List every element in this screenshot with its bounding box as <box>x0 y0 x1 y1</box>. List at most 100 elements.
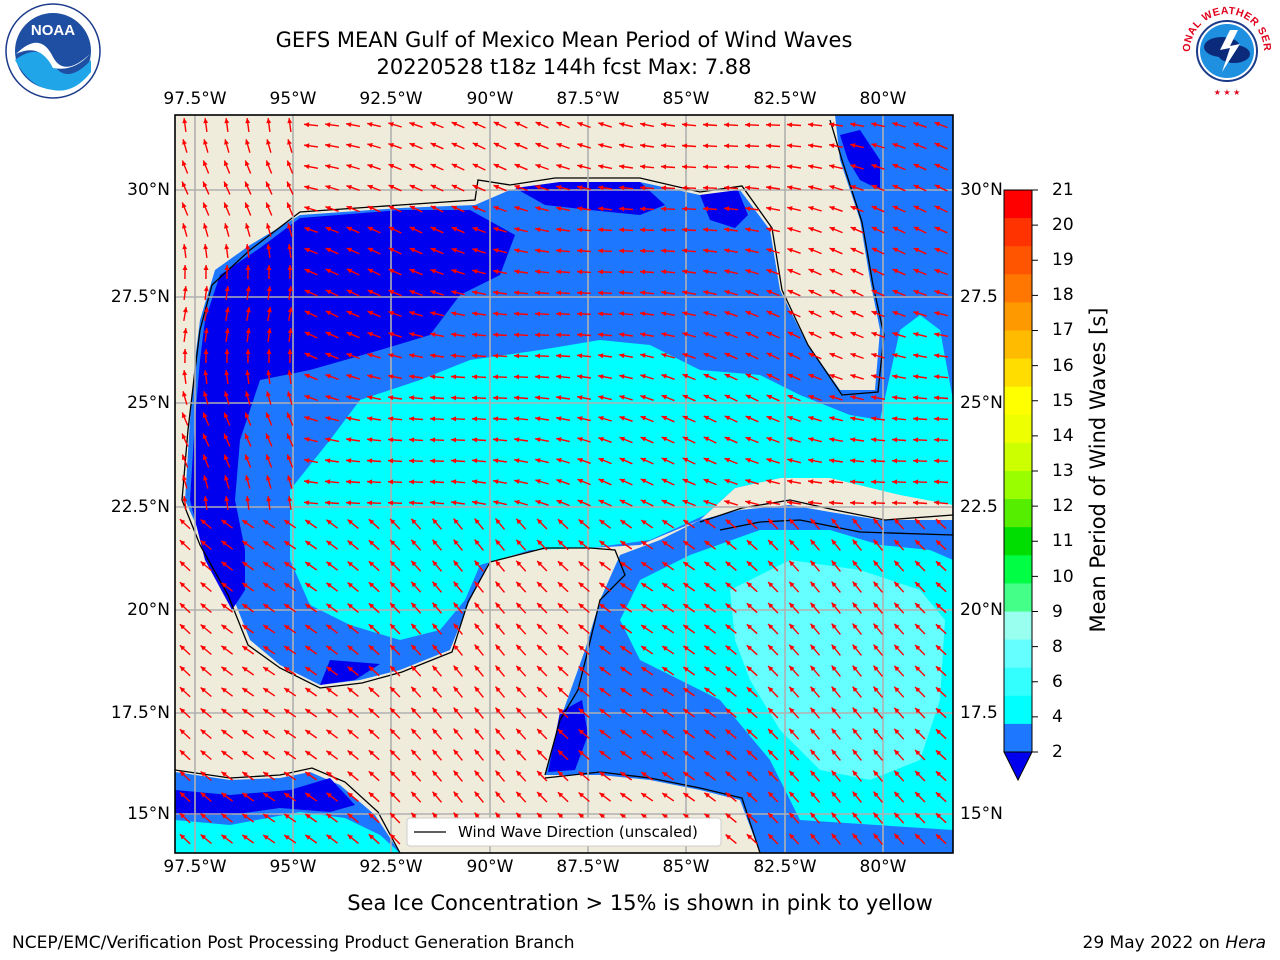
wind-wave-arrowhead <box>724 206 730 212</box>
wind-wave-arrowhead <box>829 289 836 295</box>
wind-wave-arrowhead <box>852 644 858 650</box>
wind-wave-arrowhead <box>831 518 837 524</box>
wind-wave-arrowhead <box>683 793 689 798</box>
wind-wave-arrowhead <box>263 835 269 840</box>
wind-wave-arrowhead <box>640 395 646 400</box>
wind-wave-arrowhead <box>619 206 625 212</box>
wind-wave-arrowhead <box>474 560 480 566</box>
wind-wave-arrowhead <box>745 479 751 484</box>
wind-wave-arrowhead <box>599 729 605 735</box>
wind-wave-arrowhead <box>535 206 541 211</box>
wind-wave-arrowhead <box>913 395 919 401</box>
wind-wave-arrowhead <box>245 475 250 481</box>
wind-wave-arrowhead <box>472 290 478 296</box>
wind-wave-arrowhead <box>577 143 583 148</box>
wind-wave-arrowhead <box>892 458 898 464</box>
wind-wave-arrowhead <box>683 814 689 819</box>
wind-wave-arrowhead <box>409 374 415 380</box>
wind-wave-arrowhead <box>913 479 919 485</box>
wind-wave-arrowhead <box>472 416 478 422</box>
wind-wave-arrowhead <box>409 395 415 401</box>
wind-wave-arrowhead <box>203 475 208 481</box>
wind-wave-arrowhead <box>388 332 394 337</box>
wind-wave-arrowhead <box>808 479 814 485</box>
wind-wave-arrowhead <box>704 687 710 693</box>
wind-wave-arrowhead <box>683 730 689 735</box>
wind-wave-arrowhead <box>892 311 898 316</box>
wind-wave-arrowhead <box>935 687 942 693</box>
wind-wave-arrowhead <box>432 749 438 756</box>
wind-wave-arrowhead <box>390 771 396 777</box>
wind-wave-arrowhead <box>829 331 836 337</box>
wind-wave-arrowhead <box>598 332 604 338</box>
wind-wave-arrowhead <box>223 181 229 188</box>
wind-wave-arrowhead <box>388 311 394 316</box>
wind-wave-arrowhead <box>556 227 562 233</box>
wind-wave-arrowhead <box>430 121 437 127</box>
wind-wave-arrowhead <box>304 268 311 274</box>
wind-wave-arrowhead <box>703 311 709 316</box>
wind-wave-arrowhead <box>810 707 816 714</box>
wind-wave-arrowhead <box>221 771 227 777</box>
wind-wave-arrowhead <box>850 458 856 464</box>
wind-wave-arrowhead <box>724 373 731 379</box>
wind-wave-arrowhead <box>724 311 730 316</box>
wind-wave-arrowhead <box>367 437 373 443</box>
wind-wave-arrowhead <box>578 540 585 546</box>
wind-wave-arrowhead <box>766 415 773 421</box>
wind-wave-arrowhead <box>430 353 436 359</box>
wind-wave-arrowhead <box>388 458 394 464</box>
wind-wave-arrowhead <box>179 708 186 714</box>
wind-wave-arrowhead <box>682 185 688 191</box>
wind-wave-arrowhead <box>411 707 417 714</box>
wind-wave-arrowhead <box>598 227 604 233</box>
wind-wave-arrowhead <box>287 349 293 355</box>
wind-wave-arrowhead <box>787 248 793 253</box>
wind-wave-arrowhead <box>453 602 459 608</box>
wind-wave-arrowhead <box>304 289 311 295</box>
wind-wave-arrowhead <box>368 645 375 651</box>
wind-wave-arrowhead <box>286 181 292 188</box>
wind-wave-arrowhead <box>892 143 898 148</box>
wind-wave-arrowhead <box>661 290 667 296</box>
wind-wave-arrowhead <box>472 395 478 401</box>
wind-wave-arrowhead <box>577 122 583 127</box>
wind-wave-arrowhead <box>724 457 731 463</box>
wind-wave-arrowhead <box>913 205 920 211</box>
wind-wave-arrowhead <box>599 666 605 672</box>
wind-wave-arrowhead <box>745 458 751 463</box>
wind-wave-arrowhead <box>325 247 332 253</box>
wind-wave-arrowhead <box>305 814 311 819</box>
wind-wave-arrowhead <box>787 479 793 485</box>
wind-wave-arrowhead <box>789 791 795 798</box>
period-lt2-pac <box>175 778 355 815</box>
wind-wave-arrowhead <box>746 708 753 714</box>
wind-wave-arrowhead <box>325 416 331 421</box>
wind-wave-arrowhead <box>346 310 353 316</box>
wind-wave-arrowhead <box>474 686 480 692</box>
wind-wave-arrowhead <box>367 164 373 169</box>
wind-wave-arrowhead <box>493 206 499 211</box>
wind-wave-arrowhead <box>745 206 751 212</box>
wind-wave-arrowhead <box>724 122 730 128</box>
wind-wave-arrowhead <box>325 226 332 232</box>
wind-wave-arrowhead <box>367 205 374 211</box>
wind-wave-arrowhead <box>453 560 459 566</box>
wind-wave-arrowhead <box>704 603 710 609</box>
wind-wave-arrowhead <box>661 164 667 170</box>
wind-wave-arrowhead <box>200 561 207 567</box>
wind-wave-arrowhead <box>535 185 541 190</box>
wind-wave-arrowhead <box>913 247 920 253</box>
wind-wave-arrowhead <box>284 772 290 777</box>
wind-wave-arrowhead <box>514 311 520 317</box>
wind-wave-arrowhead <box>242 667 248 672</box>
wind-wave-arrowhead <box>810 665 816 672</box>
wind-wave-arrowhead <box>388 268 395 274</box>
wind-wave-arrowhead <box>913 437 919 443</box>
wind-wave-arrowhead <box>263 793 269 798</box>
wind-wave-arrowhead <box>535 121 542 127</box>
wind-wave-arrowhead <box>873 539 879 546</box>
wind-wave-arrowhead <box>368 582 375 588</box>
wind-wave-arrowhead <box>789 833 795 840</box>
wind-wave-arrowhead <box>683 772 689 777</box>
